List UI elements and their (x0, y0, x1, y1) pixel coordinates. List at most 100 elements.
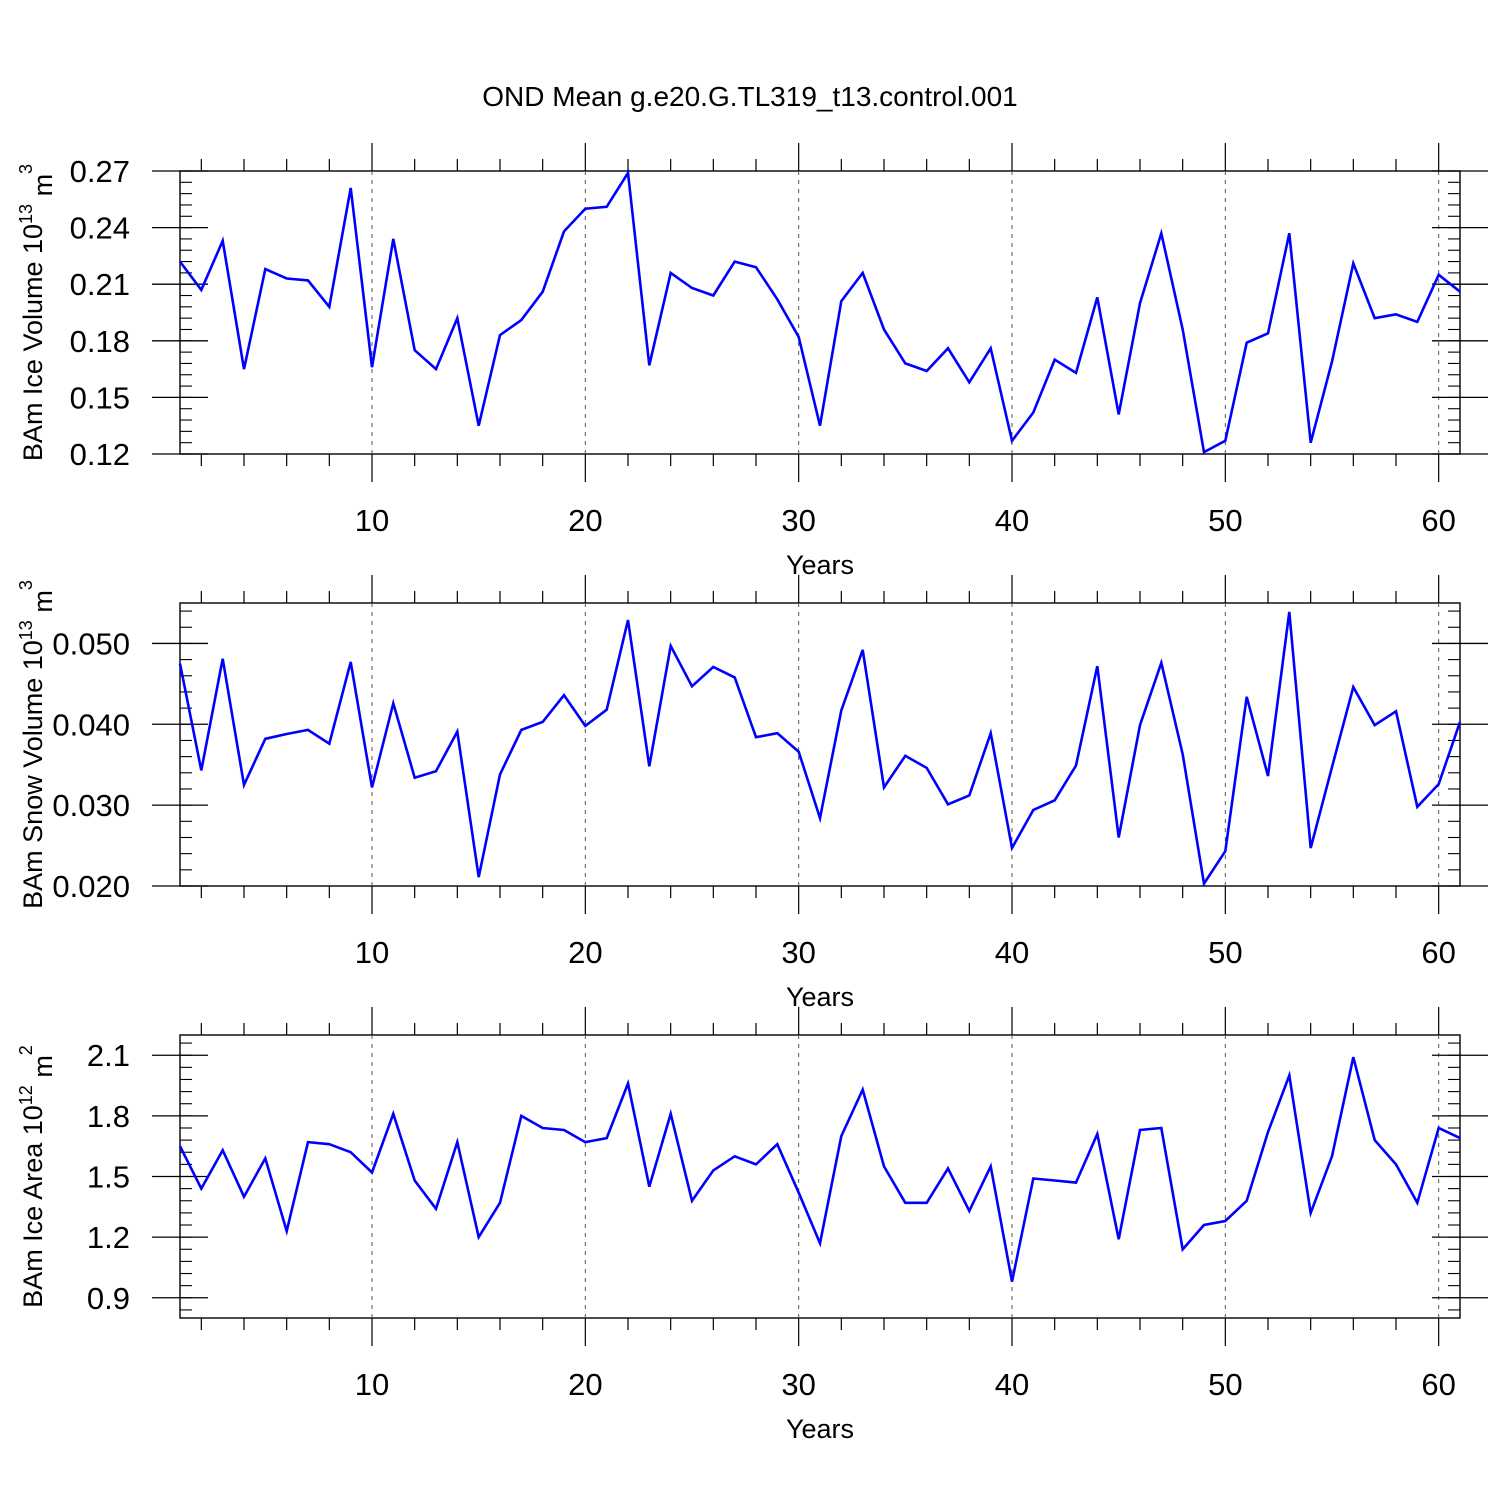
data-point (477, 876, 480, 879)
data-point (776, 1143, 779, 1146)
data-point (584, 207, 587, 210)
data-point (435, 770, 438, 773)
data-point (989, 1165, 992, 1168)
data-point (1032, 1177, 1035, 1180)
data-point (776, 732, 779, 735)
data-point (1288, 1074, 1291, 1077)
data-point (200, 289, 203, 292)
y-tick-label: 0.9 (87, 1281, 130, 1316)
data-point (883, 786, 886, 789)
data-point (1373, 1139, 1376, 1142)
data-point (1245, 1199, 1248, 1202)
data-point (1053, 799, 1056, 802)
plot-frame (179, 1034, 1461, 1319)
x-tick-label: 50 (1208, 1367, 1242, 1402)
data-point (1203, 882, 1206, 885)
data-point (755, 736, 758, 739)
data-point (563, 694, 566, 697)
x-tick-label: 10 (355, 935, 389, 970)
y-tick-label: 0.020 (52, 869, 130, 904)
panel-ice-area: 0.9 1.2 1.5 1.8 2.1 10 20 30 40 50 60 Years BAm Ice … (16, 1007, 1488, 1444)
data-point (904, 362, 907, 365)
y-tick-label: 0.21 (70, 267, 130, 302)
data-point (968, 794, 971, 797)
data-point (328, 742, 331, 745)
data-point (179, 260, 182, 263)
data-point (733, 260, 736, 263)
data-point (691, 287, 694, 290)
panel-snow-volume: 0.020 0.030 0.040 0.050 10 20 30 40 50 60 Years BAm… (16, 575, 1488, 1012)
data-point (1352, 686, 1355, 689)
series-line (178, 169, 1461, 455)
plot-frame (179, 602, 1461, 887)
y-tick-label: 1.5 (87, 1160, 130, 1195)
data-point (1117, 413, 1120, 416)
y-tick-label: 0.15 (70, 380, 130, 415)
data-point (285, 1230, 288, 1233)
series-line (178, 1056, 1461, 1282)
y-axis-title-ylabel-sup: 12 (16, 1085, 36, 1105)
data-point (243, 368, 246, 371)
data-point (797, 1191, 800, 1194)
data-point (1139, 1129, 1142, 1132)
x-tick-label: 20 (568, 935, 602, 970)
data-point (1309, 847, 1312, 850)
y-axis-title-ylabel: BAm Ice Volume 10 (18, 224, 48, 461)
data-point (1395, 710, 1398, 713)
data-point (1416, 805, 1419, 808)
x-tick-label: 40 (995, 1367, 1029, 1402)
data-point (1373, 724, 1376, 727)
data-point (1267, 332, 1270, 335)
data-point (840, 300, 843, 303)
data-point (477, 424, 480, 427)
data-point (627, 172, 630, 175)
data-point (200, 1187, 203, 1190)
data-point (947, 803, 950, 806)
data-point (1288, 232, 1291, 235)
data-point (1416, 1201, 1419, 1204)
data-point (925, 767, 928, 770)
data-point (819, 1242, 822, 1245)
data-point (1053, 1179, 1056, 1182)
data-point (307, 1141, 310, 1144)
y-tick-label: 0.050 (52, 626, 130, 661)
data-point (1203, 1224, 1206, 1227)
y-axis-title-ylabel-unit-sup: 2 (16, 1045, 36, 1055)
data-point (776, 298, 779, 301)
data-point (1459, 1137, 1462, 1140)
x-tick-label: 50 (1208, 503, 1242, 538)
data-point (584, 725, 587, 728)
data-point (264, 738, 267, 741)
data-point (1331, 1155, 1334, 1158)
data-point (840, 709, 843, 712)
data-point (648, 364, 651, 367)
data-point (1075, 1181, 1078, 1184)
y-tick-label: 0.27 (70, 154, 130, 189)
data-point (264, 1157, 267, 1160)
data-point (520, 729, 523, 732)
x-tick-label: 60 (1421, 1367, 1455, 1402)
data-point (563, 230, 566, 233)
data-point (179, 662, 182, 665)
data-point (1309, 1212, 1312, 1215)
data-point (413, 776, 416, 779)
data-point (456, 317, 459, 320)
data-point (1160, 1127, 1163, 1130)
data-point (1224, 439, 1227, 442)
y-axis-title-ylabel-unit-sup: 3 (16, 164, 36, 174)
data-point (243, 1195, 246, 1198)
data-point (1160, 232, 1163, 235)
data-point (1203, 451, 1206, 454)
data-point (435, 368, 438, 371)
data-point (1075, 764, 1078, 767)
x-tick-label: 40 (995, 503, 1029, 538)
data-point (605, 1137, 608, 1140)
data-point (989, 732, 992, 735)
data-point (1245, 695, 1248, 698)
y-tick-label: 0.12 (70, 437, 130, 472)
x-tick-label: 40 (995, 935, 1029, 970)
data-point (904, 1201, 907, 1204)
y-axis-title-ylabel: BAm Snow Volume 10 (18, 640, 48, 909)
data-point (947, 347, 950, 350)
data-point (1096, 1133, 1099, 1136)
